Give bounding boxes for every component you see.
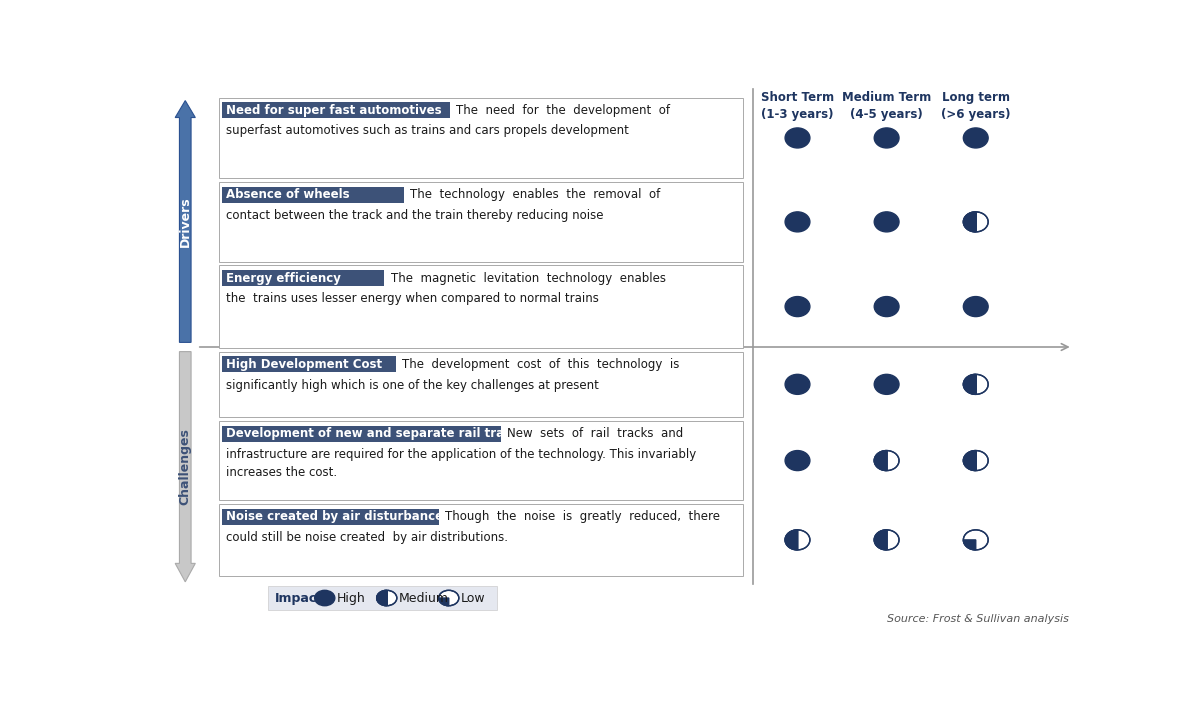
Polygon shape (377, 590, 386, 606)
Ellipse shape (786, 128, 810, 148)
Ellipse shape (964, 530, 988, 550)
FancyBboxPatch shape (221, 425, 500, 442)
Text: Short Term
(1-3 years): Short Term (1-3 years) (761, 92, 834, 121)
Polygon shape (964, 212, 976, 232)
FancyBboxPatch shape (219, 182, 743, 261)
Text: The  magnetic  levitation  technology  enables: The magnetic levitation technology enabl… (391, 272, 665, 285)
Ellipse shape (875, 297, 899, 317)
Polygon shape (875, 451, 887, 471)
Text: Impact:: Impact: (274, 591, 327, 604)
Ellipse shape (964, 297, 988, 317)
Text: superfast automotives such as trains and cars propels development: superfast automotives such as trains and… (225, 124, 628, 138)
Ellipse shape (439, 590, 458, 606)
Ellipse shape (875, 530, 899, 550)
Ellipse shape (786, 374, 810, 394)
Ellipse shape (875, 212, 899, 232)
Ellipse shape (875, 128, 899, 148)
Ellipse shape (875, 451, 899, 471)
Ellipse shape (786, 451, 810, 471)
Ellipse shape (875, 374, 899, 394)
FancyBboxPatch shape (221, 187, 404, 203)
FancyArrow shape (176, 101, 195, 342)
Ellipse shape (964, 212, 988, 232)
Ellipse shape (786, 297, 810, 317)
FancyBboxPatch shape (221, 508, 439, 525)
Polygon shape (439, 598, 449, 606)
Polygon shape (964, 374, 976, 394)
FancyBboxPatch shape (219, 266, 743, 348)
Text: Source: Frost & Sullivan analysis: Source: Frost & Sullivan analysis (887, 614, 1068, 624)
FancyBboxPatch shape (221, 356, 396, 373)
Text: infrastructure are required for the application of the technology. This invariab: infrastructure are required for the appl… (225, 448, 695, 479)
Polygon shape (875, 530, 887, 550)
Text: contact between the track and the train thereby reducing noise: contact between the track and the train … (225, 209, 603, 222)
Ellipse shape (315, 590, 334, 606)
FancyBboxPatch shape (219, 97, 743, 178)
Polygon shape (964, 451, 976, 471)
Text: Medium: Medium (399, 591, 449, 604)
FancyBboxPatch shape (219, 504, 743, 576)
Ellipse shape (786, 530, 810, 550)
Text: The  technology  enables  the  removal  of: The technology enables the removal of (410, 188, 660, 202)
Text: Noise created by air disturbance: Noise created by air disturbance (225, 510, 443, 523)
Text: Development of new and separate rail tracks: Development of new and separate rail tra… (225, 427, 526, 440)
Ellipse shape (786, 212, 810, 232)
FancyArrow shape (176, 351, 195, 582)
Text: significantly high which is one of the key challenges at present: significantly high which is one of the k… (225, 378, 598, 392)
Ellipse shape (377, 590, 397, 606)
Text: The  development  cost  of  this  technology  is: The development cost of this technology … (402, 358, 680, 371)
Text: Need for super fast automotives: Need for super fast automotives (225, 104, 442, 116)
FancyBboxPatch shape (221, 270, 385, 286)
FancyBboxPatch shape (219, 421, 743, 501)
Text: could still be noise created  by air distributions.: could still be noise created by air dist… (225, 531, 508, 544)
Ellipse shape (964, 374, 988, 394)
Text: Drivers: Drivers (179, 196, 191, 247)
Text: High Development Cost: High Development Cost (225, 358, 381, 371)
Polygon shape (964, 540, 976, 550)
FancyBboxPatch shape (268, 586, 497, 610)
Ellipse shape (964, 128, 988, 148)
Text: Challenges: Challenges (179, 428, 191, 506)
Text: Though  the  noise  is  greatly  reduced,  there: Though the noise is greatly reduced, the… (445, 510, 719, 523)
Polygon shape (786, 530, 798, 550)
Text: The  need  for  the  development  of: The need for the development of (456, 104, 670, 116)
Ellipse shape (964, 451, 988, 471)
Text: High: High (337, 591, 366, 604)
FancyBboxPatch shape (219, 351, 743, 417)
Text: the  trains uses lesser energy when compared to normal trains: the trains uses lesser energy when compa… (225, 293, 598, 305)
Text: Long term
(>6 years): Long term (>6 years) (941, 92, 1011, 121)
Text: Absence of wheels: Absence of wheels (225, 188, 349, 202)
Text: Medium Term
(4-5 years): Medium Term (4-5 years) (842, 92, 931, 121)
Text: Energy efficiency: Energy efficiency (225, 272, 340, 285)
FancyBboxPatch shape (221, 102, 450, 119)
Text: Low: Low (461, 591, 486, 604)
Text: New  sets  of  rail  tracks  and: New sets of rail tracks and (506, 427, 683, 440)
